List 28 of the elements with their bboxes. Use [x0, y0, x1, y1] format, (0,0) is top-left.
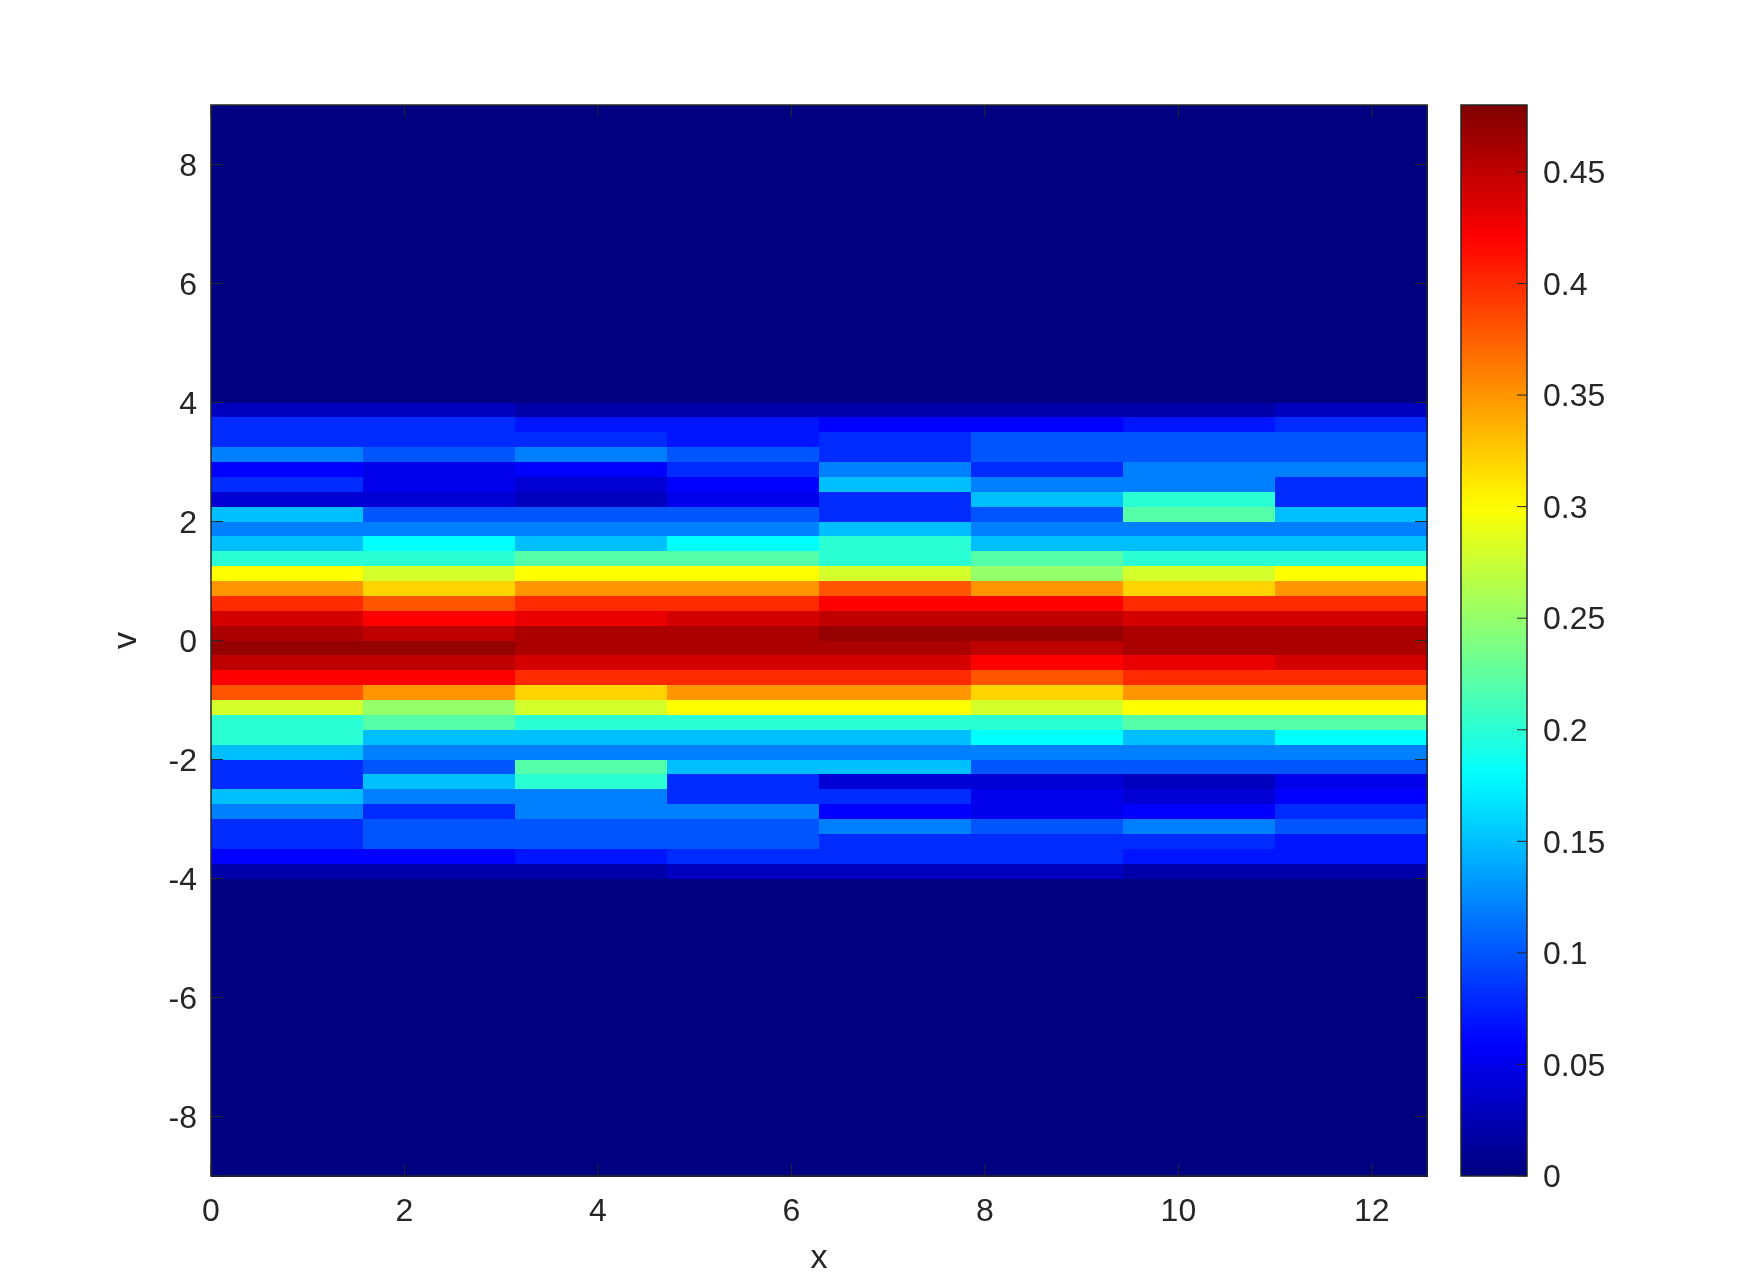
- color-bar-label: 0.3: [1543, 488, 1588, 525]
- color-bar-label: 0.45: [1543, 154, 1606, 191]
- color-bar-label: 0: [1543, 1158, 1561, 1195]
- x-axis-title: x: [810, 1237, 828, 1275]
- y-tick-label: 6: [179, 265, 197, 302]
- x-tick-label: 8: [976, 1192, 994, 1228]
- color-bar-label: 0.1: [1543, 935, 1588, 972]
- color-bar-label: 0.2: [1543, 711, 1588, 748]
- x-tick-label: 0: [202, 1192, 220, 1228]
- color-bar-label: 0.25: [1543, 600, 1606, 637]
- y-tick-label: -4: [168, 860, 197, 897]
- y-tick-label: 8: [179, 146, 197, 183]
- x-tick-label: 2: [395, 1192, 414, 1228]
- x-tick-label: 10: [1160, 1192, 1197, 1228]
- y-tick-label: 0: [179, 622, 197, 659]
- color-bar-label: 0.4: [1543, 265, 1588, 302]
- y-axis-title: v: [105, 632, 143, 649]
- y-tick-label: 4: [179, 384, 197, 421]
- y-tick-label: 2: [179, 503, 197, 540]
- y-tick-label: -2: [168, 741, 197, 778]
- y-tick-label: -6: [168, 979, 197, 1016]
- x-tick-label: 12: [1354, 1192, 1390, 1228]
- color-bar-label: 0.35: [1543, 377, 1606, 414]
- color-bar-label: 0.15: [1543, 823, 1606, 860]
- x-tick-label: 6: [782, 1192, 801, 1228]
- x-tick-label: 4: [589, 1192, 607, 1228]
- color-bar-label: 0.05: [1543, 1046, 1606, 1083]
- y-tick-label: -8: [168, 1098, 197, 1135]
